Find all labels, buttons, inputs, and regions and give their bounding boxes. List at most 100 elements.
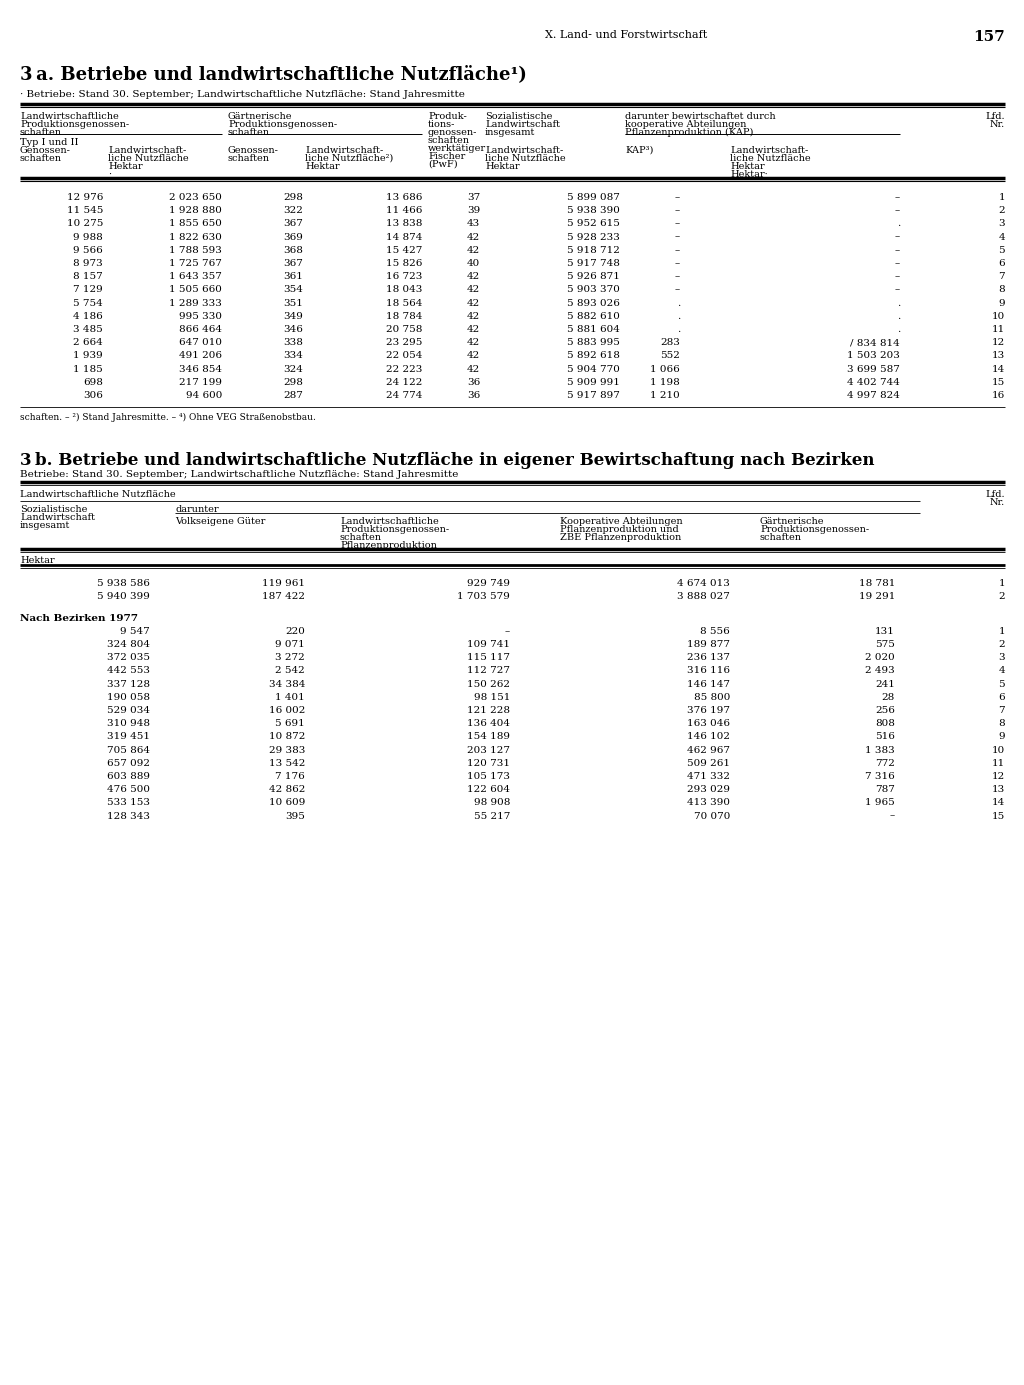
Text: 2 493: 2 493 bbox=[865, 666, 895, 676]
Text: 5 926 871: 5 926 871 bbox=[567, 273, 620, 281]
Text: 1: 1 bbox=[998, 193, 1005, 202]
Text: 1 198: 1 198 bbox=[650, 378, 680, 386]
Text: 705 864: 705 864 bbox=[106, 745, 150, 755]
Text: 995 330: 995 330 bbox=[179, 312, 222, 321]
Text: 12: 12 bbox=[992, 771, 1005, 781]
Text: 772: 772 bbox=[876, 759, 895, 767]
Text: 42: 42 bbox=[467, 338, 480, 348]
Text: 22 054: 22 054 bbox=[386, 352, 422, 360]
Text: 10 872: 10 872 bbox=[268, 733, 305, 741]
Text: 368: 368 bbox=[283, 245, 303, 255]
Text: 346 854: 346 854 bbox=[179, 364, 222, 374]
Text: Landwirtschaftliche: Landwirtschaftliche bbox=[20, 112, 119, 120]
Text: 11 466: 11 466 bbox=[386, 206, 422, 215]
Text: 6: 6 bbox=[998, 259, 1005, 269]
Text: 42: 42 bbox=[467, 285, 480, 295]
Text: Landwirtschaft-: Landwirtschaft- bbox=[305, 145, 383, 155]
Text: 2: 2 bbox=[998, 640, 1005, 650]
Text: 9: 9 bbox=[998, 733, 1005, 741]
Text: 256: 256 bbox=[876, 706, 895, 715]
Text: 5 691: 5 691 bbox=[275, 719, 305, 729]
Text: –: – bbox=[505, 627, 510, 636]
Text: schaften: schaften bbox=[228, 154, 270, 163]
Text: 128 343: 128 343 bbox=[106, 812, 150, 820]
Text: 4: 4 bbox=[998, 233, 1005, 241]
Text: 39: 39 bbox=[467, 206, 480, 215]
Text: .: . bbox=[677, 312, 680, 321]
Text: 98 908: 98 908 bbox=[474, 798, 510, 807]
Text: 293 029: 293 029 bbox=[687, 785, 730, 794]
Text: 29 383: 29 383 bbox=[268, 745, 305, 755]
Text: 5 903 370: 5 903 370 bbox=[567, 285, 620, 295]
Text: 24 774: 24 774 bbox=[386, 391, 422, 400]
Text: Hektar: Hektar bbox=[485, 162, 519, 170]
Text: –: – bbox=[675, 259, 680, 269]
Text: Nr.: Nr. bbox=[990, 120, 1005, 129]
Text: 5: 5 bbox=[998, 680, 1005, 688]
Text: 12 976: 12 976 bbox=[67, 193, 103, 202]
Text: 18 781: 18 781 bbox=[859, 579, 895, 589]
Text: schaften: schaften bbox=[228, 127, 270, 137]
Text: Gärtnerische: Gärtnerische bbox=[228, 112, 293, 120]
Text: Nach Bezirken 1977: Nach Bezirken 1977 bbox=[20, 614, 138, 623]
Text: 36: 36 bbox=[467, 378, 480, 386]
Text: 1 210: 1 210 bbox=[650, 391, 680, 400]
Text: 16 002: 16 002 bbox=[268, 706, 305, 715]
Text: 19 291: 19 291 bbox=[859, 593, 895, 601]
Text: 1 939: 1 939 bbox=[74, 352, 103, 360]
Text: Produktionsgenossen-: Produktionsgenossen- bbox=[20, 120, 129, 129]
Text: 5 899 087: 5 899 087 bbox=[567, 193, 620, 202]
Text: 1: 1 bbox=[998, 627, 1005, 636]
Text: 11: 11 bbox=[992, 325, 1005, 334]
Text: –: – bbox=[895, 193, 900, 202]
Text: 3 888 027: 3 888 027 bbox=[677, 593, 730, 601]
Text: 5 893 026: 5 893 026 bbox=[567, 299, 620, 307]
Text: 533 153: 533 153 bbox=[106, 798, 150, 807]
Text: 319 451: 319 451 bbox=[106, 733, 150, 741]
Text: 20 758: 20 758 bbox=[386, 325, 422, 334]
Text: 1 643 357: 1 643 357 bbox=[169, 273, 222, 281]
Text: 354: 354 bbox=[283, 285, 303, 295]
Text: 5 917 897: 5 917 897 bbox=[567, 391, 620, 400]
Text: Hektar: Hektar bbox=[108, 162, 142, 170]
Text: 136 404: 136 404 bbox=[467, 719, 510, 729]
Text: .: . bbox=[897, 219, 900, 229]
Text: 7 316: 7 316 bbox=[865, 771, 895, 781]
Text: 85 800: 85 800 bbox=[693, 692, 730, 702]
Text: 338: 338 bbox=[283, 338, 303, 348]
Text: 367: 367 bbox=[283, 259, 303, 269]
Text: schaften: schaften bbox=[340, 533, 382, 542]
Text: Lfd.: Lfd. bbox=[985, 112, 1005, 120]
Text: 5 938 390: 5 938 390 bbox=[567, 206, 620, 215]
Text: 4 402 744: 4 402 744 bbox=[847, 378, 900, 386]
Text: 42: 42 bbox=[467, 364, 480, 374]
Text: 10 609: 10 609 bbox=[268, 798, 305, 807]
Text: schaften: schaften bbox=[20, 127, 62, 137]
Text: 316 116: 316 116 bbox=[687, 666, 730, 676]
Text: Landwirtschaftliche: Landwirtschaftliche bbox=[340, 517, 438, 526]
Text: 1 383: 1 383 bbox=[865, 745, 895, 755]
Text: schaften: schaften bbox=[428, 136, 470, 145]
Text: 22 223: 22 223 bbox=[386, 364, 422, 374]
Text: 9 071: 9 071 bbox=[275, 640, 305, 650]
Text: 3 485: 3 485 bbox=[74, 325, 103, 334]
Text: 298: 298 bbox=[283, 193, 303, 202]
Text: 413 390: 413 390 bbox=[687, 798, 730, 807]
Text: .: . bbox=[677, 325, 680, 334]
Text: 15 427: 15 427 bbox=[386, 245, 422, 255]
Text: .: . bbox=[897, 299, 900, 307]
Text: 324 804: 324 804 bbox=[106, 640, 150, 650]
Text: 476 500: 476 500 bbox=[106, 785, 150, 794]
Text: –: – bbox=[675, 206, 680, 215]
Text: 2 542: 2 542 bbox=[275, 666, 305, 676]
Text: 647 010: 647 010 bbox=[179, 338, 222, 348]
Text: 220: 220 bbox=[285, 627, 305, 636]
Text: 298: 298 bbox=[283, 378, 303, 386]
Text: 395: 395 bbox=[285, 812, 305, 820]
Text: 163 046: 163 046 bbox=[687, 719, 730, 729]
Text: 9 566: 9 566 bbox=[74, 245, 103, 255]
Text: · Betriebe: Stand 30. September; Landwirtschaftliche Nutzfläche: Stand Jahresmit: · Betriebe: Stand 30. September; Landwir… bbox=[20, 90, 465, 98]
Text: 42: 42 bbox=[467, 312, 480, 321]
Text: Kooperative Abteilungen: Kooperative Abteilungen bbox=[560, 517, 683, 526]
Text: Hektar·: Hektar· bbox=[730, 170, 768, 179]
